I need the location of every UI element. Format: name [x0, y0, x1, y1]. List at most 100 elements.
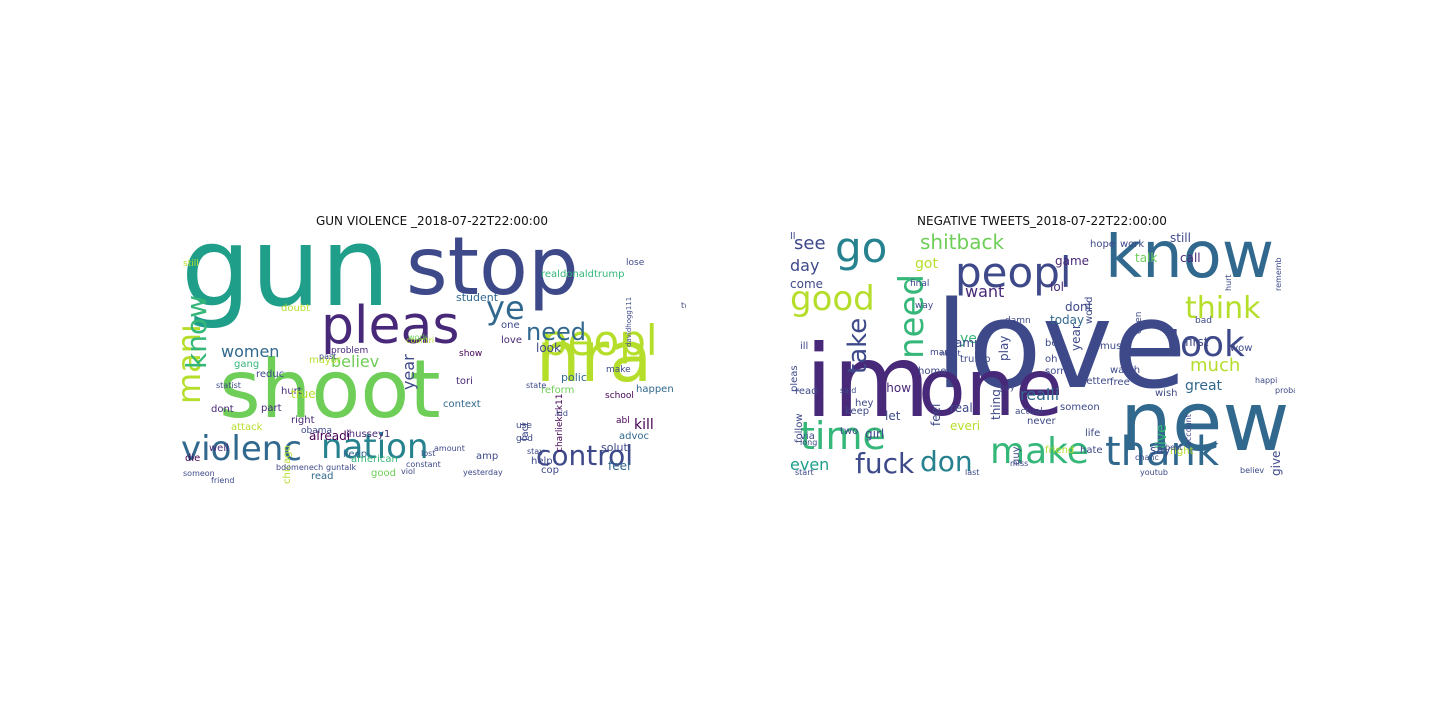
cloud-word: bad	[1195, 316, 1212, 326]
panel-title: NEGATIVE TWEETS_2018-07-22T22:00:00	[917, 214, 1167, 228]
cloud-word: davidhogg111	[625, 297, 633, 348]
cloud-word: read	[311, 471, 334, 482]
cloud-word: damn	[1005, 316, 1031, 326]
cloud-word: nation	[321, 427, 429, 467]
cloud-word: miss	[1010, 459, 1029, 468]
cloud-word: ill	[800, 341, 809, 352]
cloud-word: say	[1150, 443, 1171, 457]
cloud-word: thank	[1105, 429, 1220, 475]
cloud-word: control	[536, 439, 634, 472]
cloud-word: feel	[929, 403, 943, 426]
cloud-word: much	[1190, 355, 1241, 376]
word-cloud: gun stop shoot nra pleas peopl violenc nation co…	[181, 232, 686, 484]
cloud-word: reform	[541, 385, 575, 396]
cloud-word: year	[1069, 324, 1083, 351]
cloud-word: kid	[556, 409, 568, 418]
cloud-word: gang	[234, 359, 260, 370]
cloud-word: happen	[636, 384, 674, 395]
cloud-word: make	[990, 431, 1089, 472]
cloud-word: lol	[1050, 280, 1065, 294]
cloud-word: love	[935, 277, 1187, 416]
cloud-word: ihussey1	[346, 429, 391, 440]
cloud-word: alreadi	[309, 429, 351, 443]
cloud-word: stop	[406, 232, 579, 313]
cloud-word: use	[516, 421, 532, 431]
cloud-word: real	[950, 401, 973, 415]
cloud-word: amount	[434, 444, 465, 453]
cloud-word: gun	[181, 232, 391, 331]
cloud-word: friend	[211, 476, 235, 485]
cloud-word: friend	[1045, 445, 1075, 456]
cloud-word: got	[915, 256, 938, 272]
cloud-word: think	[1185, 291, 1261, 326]
cloud-word: women	[221, 342, 280, 361]
cloud-word: day	[790, 256, 820, 275]
cloud-word: yesterday	[463, 468, 503, 477]
cloud-word: see	[794, 233, 826, 254]
cloud-word: well	[209, 443, 229, 454]
cloud-word: believ	[1240, 466, 1265, 475]
cloud-word: polic	[561, 371, 587, 384]
cloud-word: american	[351, 454, 398, 465]
cloud-word: love	[501, 335, 522, 346]
cloud-word: make	[606, 365, 631, 375]
cloud-word: man	[930, 348, 950, 358]
cloud-word: dont	[211, 404, 234, 415]
cloud-word: look	[536, 341, 561, 355]
cloud-word: pleas	[321, 296, 460, 356]
cloud-word: good	[371, 468, 396, 479]
cloud-word: girl	[865, 427, 885, 441]
cloud-word: state	[526, 381, 547, 390]
cloud-word: one	[918, 344, 1064, 434]
cloud-word: thing	[989, 389, 1003, 420]
cloud-word: amp	[955, 336, 982, 350]
cloud-word: peopl	[541, 316, 658, 365]
cloud-word: still	[183, 259, 199, 269]
cloud-word: bdomenech	[276, 463, 324, 472]
cloud-word: read	[795, 386, 818, 397]
cloud-word: guntalk	[326, 463, 357, 472]
cloud-word: hope	[1090, 239, 1115, 250]
cloud-word: ll	[790, 232, 796, 242]
cloud-word: someon	[183, 469, 215, 478]
cloud-word: dont	[1065, 300, 1093, 314]
cloud-word: peopl	[955, 248, 1072, 297]
cloud-word: violenc	[181, 429, 302, 469]
cloud-word: help	[531, 456, 553, 467]
cloud-word: rememb	[1274, 257, 1283, 291]
cloud-word: right	[291, 415, 315, 426]
cloud-word: lost	[421, 449, 436, 458]
cloud-word: two	[840, 426, 859, 437]
cloud-word: solut	[601, 441, 628, 454]
cloud-word: wow	[1230, 343, 1253, 354]
cloud-word: happi	[1255, 376, 1278, 385]
cloud-word: shoot	[219, 343, 441, 436]
cloud-word: trump	[960, 354, 991, 365]
panel-title: GUN VIOLENCE _2018-07-22T22:00:00	[315, 214, 549, 228]
cloud-word: cop	[541, 465, 559, 476]
word-cloud: love im one new know peopl go good need thank make…	[790, 232, 1295, 484]
cloud-word: part	[261, 403, 282, 414]
cloud-word: call	[1180, 251, 1201, 265]
cloud-word: start	[795, 468, 814, 477]
cloud-word: problem	[331, 346, 369, 356]
cloud-word: look	[1170, 324, 1245, 365]
cloud-word: right	[1170, 446, 1194, 457]
cloud-word: come	[790, 277, 824, 291]
cloud-word: life	[1085, 428, 1101, 439]
cloud-word: chanc	[1135, 453, 1159, 462]
cloud-word: good	[790, 279, 875, 319]
cloud-word: hurt	[1224, 274, 1233, 292]
cloud-word: kill	[634, 417, 654, 433]
cloud-word: everi	[950, 419, 981, 433]
cloud-word: tweet	[681, 301, 686, 310]
cloud-word: show	[459, 349, 483, 359]
cloud-word: game	[1055, 254, 1090, 268]
cloud-word: actual	[1015, 407, 1043, 417]
cloud-word: still	[1170, 232, 1191, 245]
cloud-word: god	[516, 434, 533, 444]
cloud-word: die	[185, 453, 201, 464]
cloud-word: doubt	[281, 303, 311, 314]
cloud-word: realdonaldtrump	[541, 269, 625, 280]
cloud-word: hey	[855, 398, 874, 409]
